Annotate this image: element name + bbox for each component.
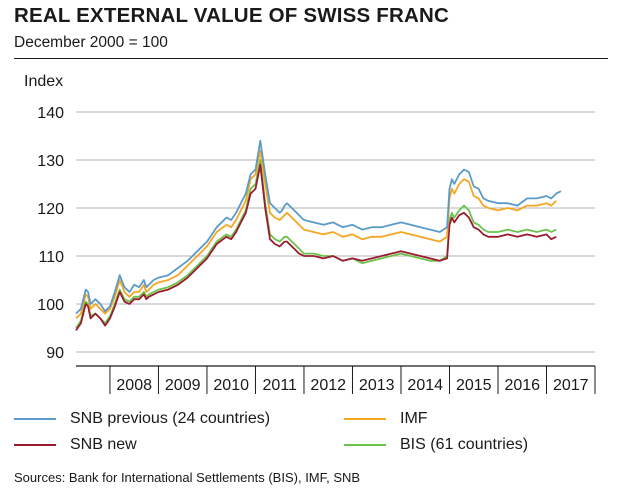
chart-plot: Index 90 100 110 120 130 140 2008 2009 2010 2011…: [24, 73, 596, 394]
y-tick-label-120: 120: [37, 201, 64, 218]
x-tick-label-2010: 2010: [213, 377, 249, 394]
series-line-snb-previous-24-countries: [75, 139, 562, 315]
x-tick-label-2011: 2011: [263, 377, 298, 394]
legend-label-bis: BIS (61 countries): [400, 436, 529, 453]
legend-swatch-snb-new: [14, 444, 56, 446]
legend-swatch-bis: [344, 444, 386, 446]
legend-label-snb-new: SNB new: [70, 436, 137, 453]
legend-item-imf: IMF: [344, 408, 428, 430]
y-tick-label-90: 90: [46, 345, 64, 362]
title-rule: [14, 58, 608, 59]
legend-swatch-snb-previous: [14, 418, 56, 420]
chart-title: REAL EXTERNAL VALUE OF SWISS FRANC: [14, 4, 450, 27]
series-line-snb-new: [75, 163, 557, 331]
legend-item-snb-previous: SNB previous (24 countries): [14, 408, 270, 430]
x-tick-label-2008: 2008: [116, 377, 152, 394]
series-lines: [75, 139, 562, 331]
y-axis-label: Index: [24, 73, 63, 90]
x-axis: 2008 2009 2010 2011 2012 2013 2014 2015 2016 2017: [76, 365, 596, 394]
x-tick-label-2009: 2009: [165, 377, 201, 394]
legend-item-snb-new: SNB new: [14, 434, 137, 456]
y-tick-label-110: 110: [38, 249, 64, 266]
y-tick-labels: 90 100 110 120 130 140: [37, 105, 64, 362]
x-tick-label-2016: 2016: [504, 377, 540, 394]
y-tick-label-130: 130: [37, 153, 64, 170]
chart-subtitle: December 2000 = 100: [14, 34, 168, 51]
legend-label-snb-previous: SNB previous (24 countries): [70, 410, 271, 427]
x-tick-label-2012: 2012: [310, 377, 346, 394]
legend-swatch-imf: [344, 418, 386, 420]
legend-label-imf: IMF: [400, 410, 428, 427]
y-tick-label-140: 140: [37, 105, 64, 122]
y-tick-label-100: 100: [37, 297, 64, 314]
gridlines: [76, 111, 595, 353]
x-tick-label-2014: 2014: [407, 377, 443, 394]
x-tick-label-2013: 2013: [359, 377, 395, 394]
series-line-imf: [75, 149, 557, 320]
x-tick-label-2015: 2015: [456, 377, 492, 394]
legend-item-bis: BIS (61 countries): [344, 434, 528, 456]
series-line-bis-61-countries: [75, 159, 557, 329]
source-note: Sources: Bank for International Settleme…: [14, 470, 361, 485]
x-tick-label-2017: 2017: [553, 377, 589, 394]
